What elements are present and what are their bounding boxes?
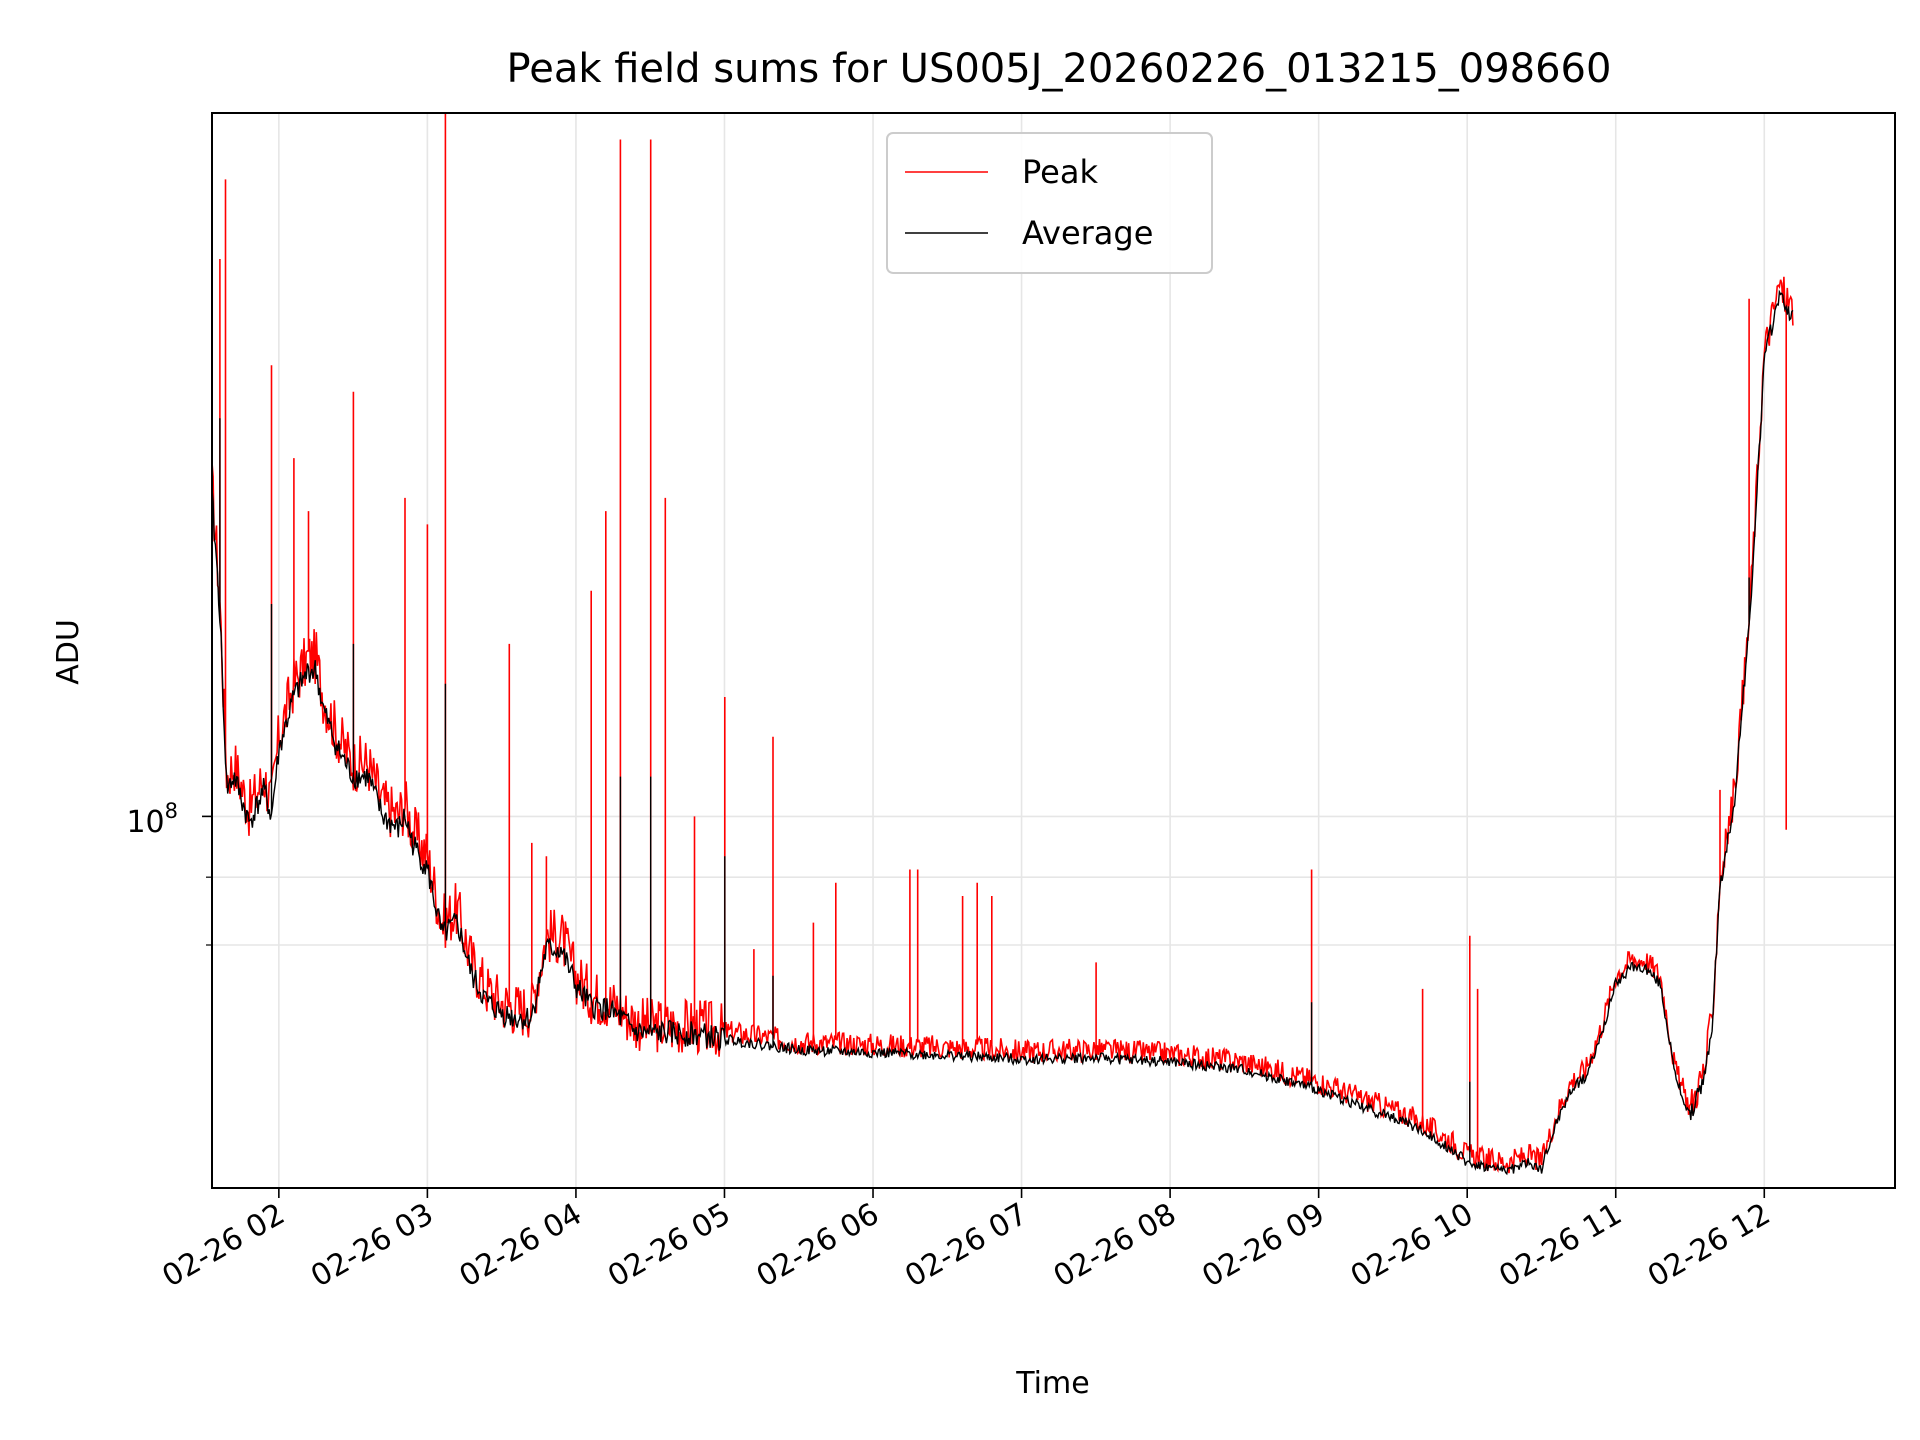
- x-tick-label: 02-26 02: [157, 1197, 291, 1295]
- x-tick-label: 02-26 08: [1048, 1197, 1182, 1295]
- x-tick-label: 02-26 12: [1642, 1197, 1776, 1295]
- y-axis-label: ADU: [51, 619, 86, 685]
- series-peak-line: [212, 113, 1794, 1174]
- legend-box: [886, 132, 1213, 274]
- y-axis: 108: [126, 799, 212, 946]
- x-tick-label: 02-26 04: [454, 1197, 588, 1295]
- y-tick-label-major: 108: [126, 799, 178, 840]
- chart-title: Peak field sums for US005J_20260226_0132…: [507, 46, 1612, 92]
- legend-average-label: Average: [1022, 214, 1153, 252]
- x-axis: 02-26 02 02-26 03 02-26 04 02-26 05 02-26 06…: [157, 1188, 1776, 1295]
- x-tick-label: 02-26 07: [899, 1197, 1033, 1295]
- x-tick-label: 02-26 05: [602, 1197, 736, 1295]
- series-average-line: [212, 289, 1794, 1176]
- x-tick-label: 02-26 06: [751, 1197, 885, 1295]
- x-tick-label: 02-26 11: [1493, 1197, 1627, 1295]
- x-tick-label: 02-26 03: [305, 1197, 439, 1295]
- x-tick-label: 02-26 09: [1196, 1197, 1330, 1295]
- x-axis-label: Time: [1015, 1366, 1089, 1401]
- plot-area: [212, 113, 1794, 1176]
- x-tick-label: 02-26 10: [1345, 1197, 1479, 1295]
- legend-peak-label: Peak: [1022, 153, 1098, 191]
- legend: Peak Average: [886, 132, 1213, 274]
- plot-frame: [211, 112, 1896, 1189]
- grid: [212, 113, 1895, 1188]
